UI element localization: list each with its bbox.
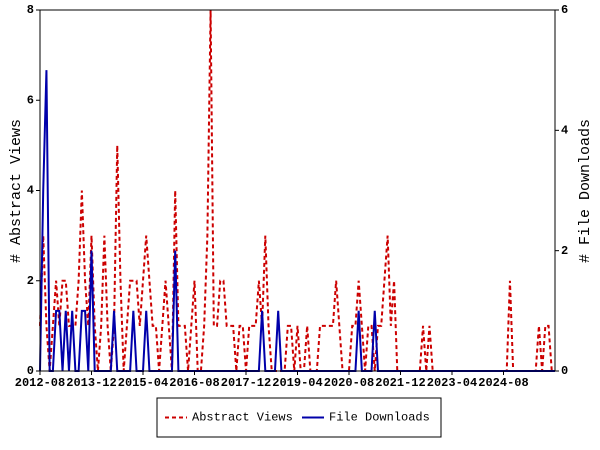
x-tick-label: 2016-08: [169, 376, 219, 390]
legend-label: Abstract Views: [192, 411, 293, 425]
y2-tick-label: 4: [561, 124, 568, 138]
y-tick-label: 0: [27, 364, 34, 378]
y-tick-label: 2: [27, 274, 34, 288]
x-tick-label: 2021-12: [375, 376, 425, 390]
legend-box: [156, 397, 442, 438]
x-tick-label: 2024-08: [478, 376, 528, 390]
x-tick-label: 2017-12: [221, 376, 271, 390]
x-tick-label: 2013-12: [66, 376, 116, 390]
x-tick-label: 2012-08: [15, 376, 65, 390]
y2-tick-label: 0: [561, 364, 568, 378]
y-tick-label: 6: [27, 93, 34, 107]
legend-label: File Downloads: [329, 411, 430, 425]
y-tick-label: 4: [27, 184, 34, 198]
y2-tick-label: 2: [561, 244, 568, 258]
data-line: [39, 9, 555, 372]
x-tick-label: 2015-04: [118, 376, 168, 390]
y2-axis-label: # File Downloads: [577, 119, 594, 263]
y2-tick-label: 6: [561, 3, 568, 17]
y-tick-label: 8: [27, 3, 34, 17]
x-tick-label: 2020-08: [324, 376, 374, 390]
x-tick-label: 2023-04: [427, 376, 477, 390]
x-tick-label: 2019-04: [272, 376, 322, 390]
y-axis-label: # Abstract Views: [8, 119, 25, 263]
